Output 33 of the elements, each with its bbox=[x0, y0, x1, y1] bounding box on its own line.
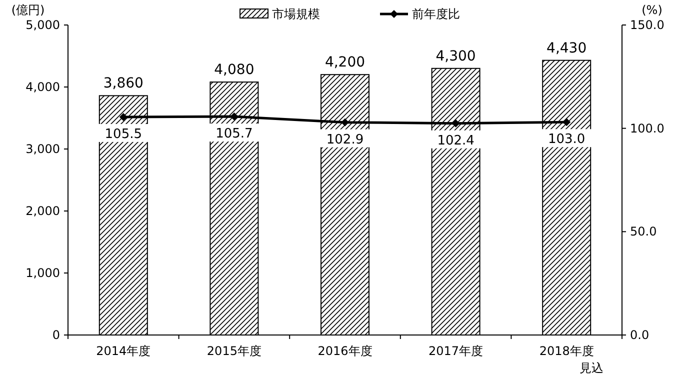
x-tick-label: 2014年度 bbox=[96, 344, 151, 358]
x-tick-label: 2018年度見込 bbox=[539, 344, 604, 375]
data-label: 102.9 bbox=[326, 132, 364, 148]
y-tick-label: 4,000 bbox=[26, 80, 60, 94]
data-label: 4,200 bbox=[324, 54, 366, 71]
legend-label: 前年度比 bbox=[412, 7, 460, 21]
data-label: 105.7 bbox=[216, 126, 253, 142]
y-tick-label: 5,000 bbox=[26, 18, 60, 32]
y-tick-label: 1,000 bbox=[26, 266, 60, 280]
x-tick-label: 2015年度 bbox=[206, 344, 262, 358]
y2-tick-label: 150.0 bbox=[630, 18, 664, 32]
y2-axis-title: (%) bbox=[642, 3, 662, 17]
point bbox=[230, 112, 238, 121]
data-label: 4,430 bbox=[546, 40, 587, 56]
y-tick-label: 2,000 bbox=[26, 204, 60, 218]
data-label: 105.5 bbox=[104, 126, 142, 142]
y2-tick-label: 100.0 bbox=[630, 121, 664, 136]
y2-tick-label: 50.0 bbox=[630, 224, 657, 239]
y-tick-label: 3,000 bbox=[26, 142, 60, 156]
data-label: 4,080 bbox=[214, 62, 254, 78]
legend-label: 市場規模 bbox=[272, 7, 320, 21]
data-label: 4,300 bbox=[436, 48, 476, 64]
y-tick-label: 0 bbox=[52, 328, 60, 342]
data-label: 103.0 bbox=[548, 132, 586, 148]
data-label: 102.4 bbox=[437, 133, 474, 148]
point bbox=[119, 112, 128, 121]
y2-tick-label: 0.0 bbox=[630, 328, 650, 342]
x-tick-label: 2017年度 bbox=[428, 344, 484, 358]
x-tick-label: 2016年度 bbox=[318, 344, 372, 358]
y-axis-title: (億円) bbox=[11, 3, 45, 17]
point bbox=[341, 118, 349, 126]
point bbox=[562, 118, 571, 126]
data-label: 3,860 bbox=[103, 76, 144, 92]
